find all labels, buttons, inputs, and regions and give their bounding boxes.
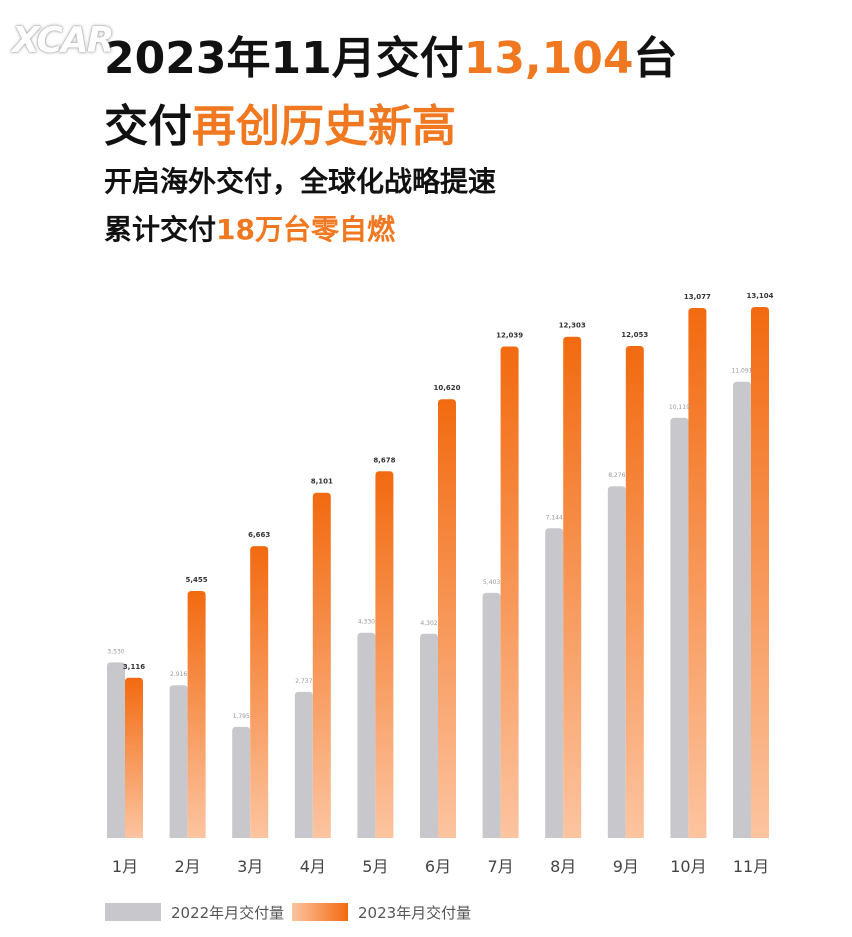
data-label-2023: 12,303 <box>559 322 586 330</box>
bar-2022 <box>232 726 251 838</box>
legend-2023: 2023年月交付量 <box>292 900 471 924</box>
bar-2022 <box>294 691 313 838</box>
bar-2022 <box>169 685 188 838</box>
data-label-2023: 12,039 <box>496 332 523 340</box>
bar-2022 <box>482 592 501 838</box>
category-label: 2月 <box>175 857 201 876</box>
data-label-2022: 11,091 <box>732 368 753 375</box>
headline-suffix: 台 <box>633 33 678 84</box>
category-label: 4月 <box>300 857 326 876</box>
legend-swatch-orange <box>292 903 348 921</box>
category-label: 10月 <box>670 857 706 876</box>
data-label-2023: 5,455 <box>186 576 208 584</box>
data-label-2022: 8,276 <box>608 472 625 479</box>
subtitle-text: 累计交付 <box>104 213 217 246</box>
data-label-2023: 13,104 <box>746 292 773 300</box>
data-label-2022: 7,144 <box>546 514 563 521</box>
bar-2023 <box>500 346 519 838</box>
data-label-2022: 10,119 <box>669 404 690 411</box>
data-label-2022: 2,737 <box>295 678 312 685</box>
legend-swatch-gray <box>105 903 161 921</box>
bar-2022 <box>107 662 125 838</box>
data-label-2023: 13,077 <box>684 293 711 301</box>
bar-2023 <box>125 677 143 838</box>
headline-line2: 交付再创历史新高 <box>104 90 456 154</box>
data-label-2023: 12,053 <box>621 331 648 339</box>
bar-2023 <box>563 336 582 838</box>
bar-2022 <box>357 632 376 838</box>
bar-2022 <box>670 417 689 838</box>
bar-2023 <box>250 546 269 838</box>
data-label-2022: 5,403 <box>483 579 500 586</box>
bar-2023 <box>688 308 707 838</box>
category-label: 9月 <box>613 857 639 876</box>
bar-2022 <box>733 381 751 838</box>
category-label: 5月 <box>362 857 388 876</box>
category-label: 7月 <box>488 857 514 876</box>
data-label-2022: 1,795 <box>233 713 250 720</box>
data-label-2023: 8,678 <box>373 456 395 464</box>
subtitle-highlight: 18万台零自燃 <box>216 213 395 246</box>
category-label: 1月 <box>112 857 138 876</box>
category-label: 8月 <box>550 857 576 876</box>
headline-highlight: 13,104 <box>463 33 634 84</box>
headline-text: 2023年11月交付 <box>104 33 464 84</box>
data-label-2023: 6,663 <box>248 531 270 539</box>
data-label-2022: 2,916 <box>170 671 187 678</box>
data-label-2022: 4,330 <box>358 619 375 626</box>
headline-line1: 2023年11月交付13,104台 <box>104 22 678 86</box>
category-label: 3月 <box>237 857 263 876</box>
bar-2023 <box>625 346 644 838</box>
category-label: 6月 <box>425 857 451 876</box>
headline-highlight: 再创历史新高 <box>192 101 456 152</box>
bar-2023 <box>312 492 331 838</box>
legend-label: 2023年月交付量 <box>358 903 472 922</box>
data-label-2023: 8,101 <box>311 478 333 486</box>
bar-2022 <box>607 486 626 838</box>
legend-2022: 2022年月交付量 <box>105 900 284 924</box>
data-label-2023: 10,620 <box>433 384 460 392</box>
bar-2023 <box>438 399 456 838</box>
headline-text: 交付 <box>104 101 192 152</box>
bar-2023 <box>187 590 206 838</box>
bar-2022 <box>420 633 438 838</box>
bar-2023 <box>375 471 394 838</box>
legend-label: 2022年月交付量 <box>171 903 285 922</box>
subtitle-line1: 开启海外交付，全球化战略提速 <box>104 165 497 198</box>
bar-2022 <box>545 528 564 838</box>
data-label-2023: 3,116 <box>123 663 145 671</box>
data-label-2022: 3,530 <box>107 648 124 655</box>
bar-2023 <box>751 307 769 838</box>
category-label: 11月 <box>733 857 769 876</box>
subtitle-line2: 累计交付18万台零自燃 <box>104 208 395 248</box>
data-label-2022: 4,302 <box>420 620 437 627</box>
watermark-logo: XCAR <box>12 20 114 61</box>
